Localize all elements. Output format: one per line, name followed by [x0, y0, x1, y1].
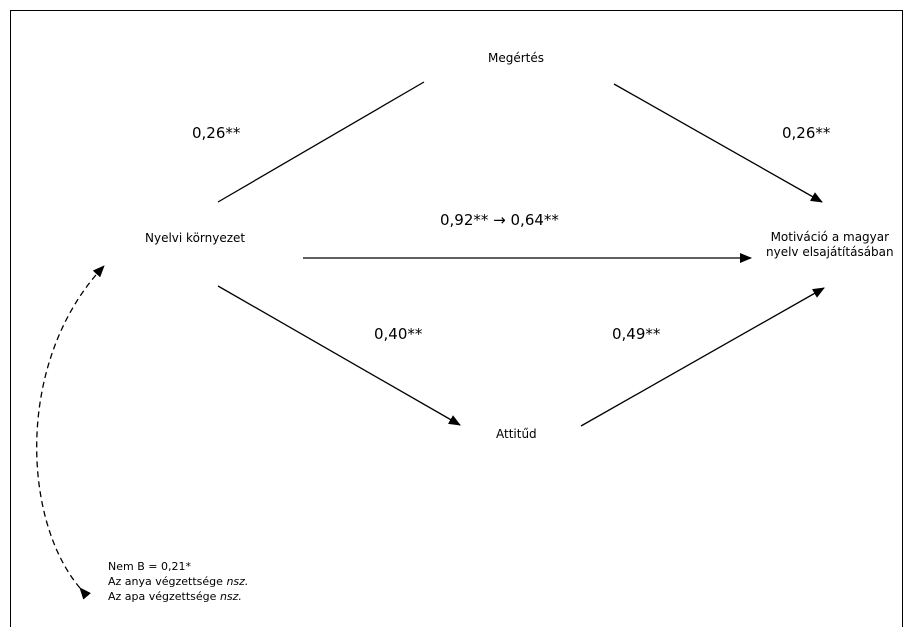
coef-env-motivation: 0,92** → 0,64** — [440, 211, 559, 229]
node-motivation-line2: nyelv elsajátításában — [766, 245, 894, 259]
control-mother-education-label: Az anya végzettsége — [108, 575, 223, 588]
control-father-education: Az apa végzettsége nsz. — [108, 589, 248, 604]
control-mother-education: Az anya végzettsége nsz. — [108, 574, 248, 589]
control-gender: Nem B = 0,21* — [108, 560, 191, 573]
node-understanding: Megértés — [488, 51, 545, 65]
path-understanding-motivation — [613, 83, 823, 203]
coef-understanding-motivation: 0,26** — [782, 124, 831, 142]
node-environment: Nyelvi környezet — [145, 231, 246, 245]
path-controls-environment — [36, 265, 105, 600]
node-motivation-line1: Motiváció a magyar — [770, 230, 890, 244]
control-variables: Nem B = 0,21* Az anya végzettsége nsz. A… — [108, 559, 248, 604]
path-env-understanding — [217, 81, 425, 203]
coef-attitude-motivation: 0,49** — [612, 325, 661, 343]
coef-env-understanding: 0,26** — [192, 124, 241, 142]
path-env-attitude — [217, 285, 461, 426]
node-attitude: Attitűd — [496, 427, 537, 441]
coef-env-attitude: 0,40** — [374, 325, 423, 343]
node-motivation: Motiváció a magyar nyelv elsajátításában — [766, 230, 894, 260]
path-attitude-motivation — [580, 287, 825, 427]
control-father-education-value: nsz. — [219, 590, 242, 603]
control-father-education-label: Az apa végzettsége — [108, 590, 217, 603]
control-mother-education-value: nsz. — [226, 575, 249, 588]
